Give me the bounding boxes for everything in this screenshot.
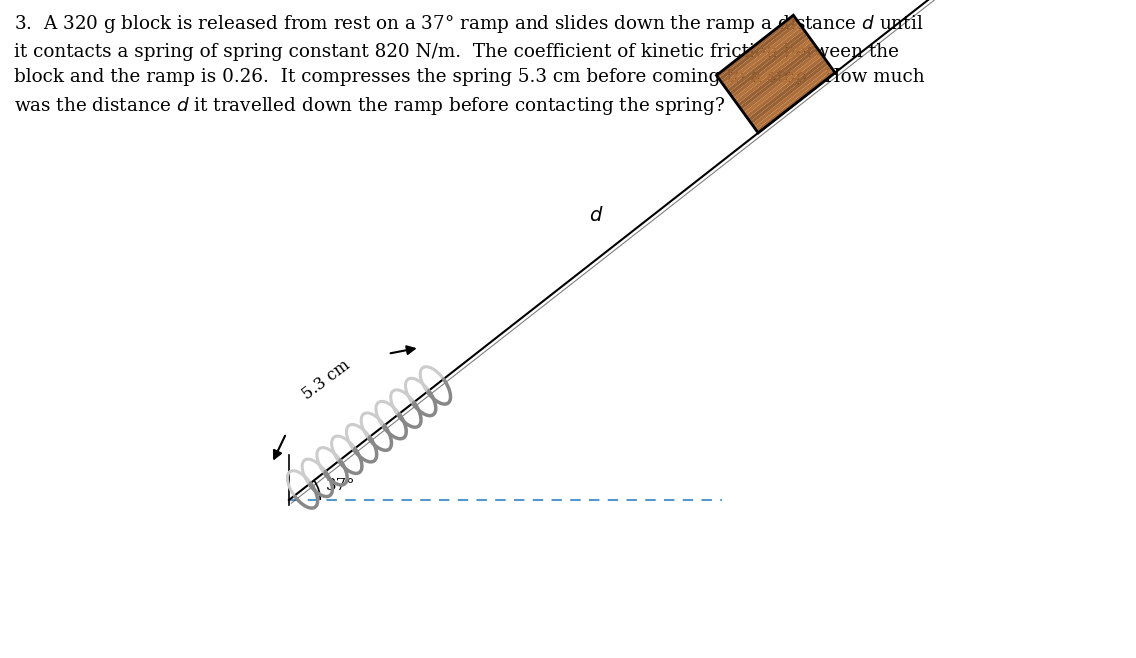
Polygon shape <box>722 24 802 87</box>
Polygon shape <box>737 44 817 107</box>
Polygon shape <box>717 15 795 78</box>
Polygon shape <box>725 27 804 89</box>
Text: 5.3 cm: 5.3 cm <box>300 356 353 403</box>
Text: 37°: 37° <box>326 477 356 494</box>
Polygon shape <box>733 38 812 101</box>
Polygon shape <box>720 21 800 84</box>
Polygon shape <box>747 59 827 121</box>
Polygon shape <box>742 50 820 113</box>
Polygon shape <box>735 41 815 104</box>
Polygon shape <box>729 32 808 95</box>
Polygon shape <box>744 53 822 116</box>
Polygon shape <box>754 67 833 130</box>
Polygon shape <box>727 30 805 93</box>
Text: 3.  A 320 g block is released from rest on a 37° ramp and slides down the ramp a: 3. A 320 g block is released from rest o… <box>15 13 925 117</box>
Polygon shape <box>757 70 835 133</box>
Polygon shape <box>732 36 810 99</box>
Polygon shape <box>740 47 818 110</box>
Polygon shape <box>750 61 829 124</box>
Text: $d$: $d$ <box>588 206 603 225</box>
Polygon shape <box>752 64 830 127</box>
Polygon shape <box>745 55 825 118</box>
Polygon shape <box>719 18 797 81</box>
